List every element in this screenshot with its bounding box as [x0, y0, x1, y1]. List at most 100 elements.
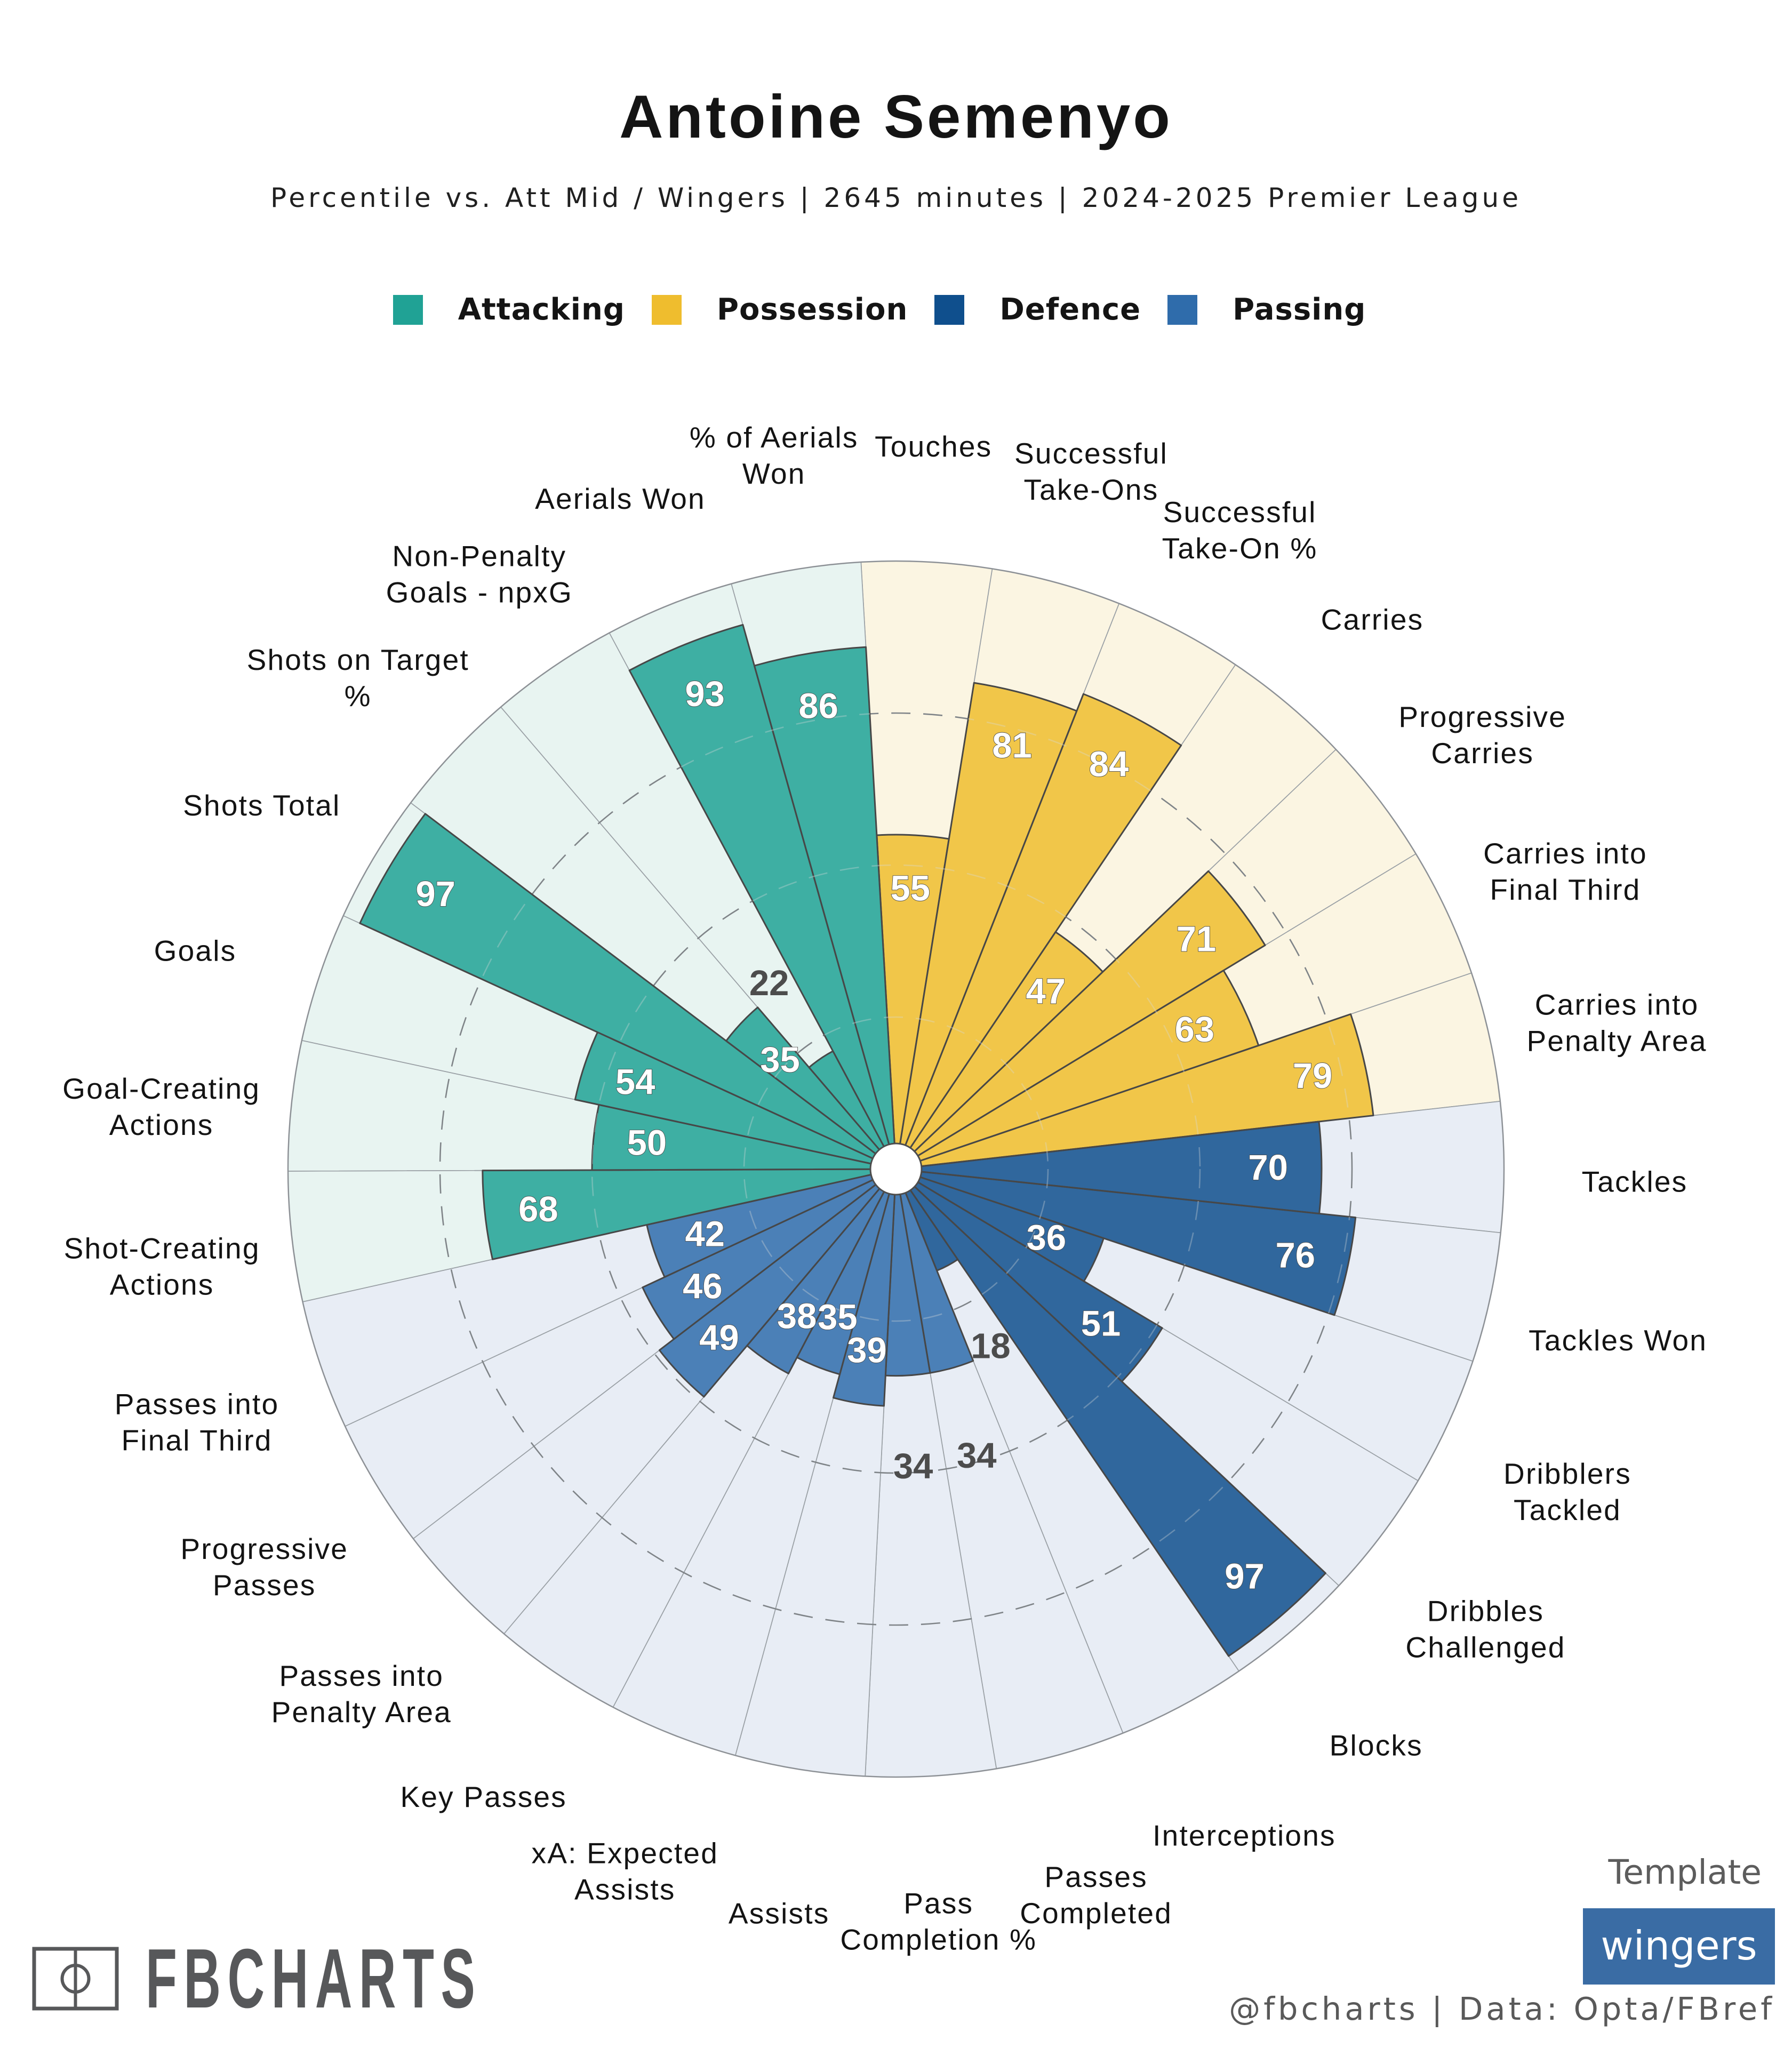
slice-value: 34 [893, 1446, 933, 1486]
slice-value: 46 [683, 1266, 723, 1306]
slice-label: Carries into Final Third [1483, 837, 1647, 906]
slice-value: 18 [971, 1326, 1011, 1366]
slice-value: 50 [627, 1123, 667, 1163]
slice-label: Carries [1321, 603, 1424, 636]
slice-value: 68 [518, 1189, 558, 1229]
legend-label-passing: Passing [1233, 292, 1366, 327]
brand-logo: FBCHARTS [32, 1932, 697, 2026]
slice-value: 63 [1175, 1010, 1215, 1050]
slice-value: 49 [699, 1318, 739, 1358]
passing-swatch [1167, 294, 1198, 325]
slice-value: 76 [1275, 1236, 1315, 1276]
brand-name: FBCHARTS [146, 1932, 482, 2026]
slice-value: 51 [1081, 1303, 1121, 1343]
page-subtitle: Percentile vs. Att Mid / Wingers | 2645 … [270, 182, 1522, 213]
slice-value: 47 [1026, 972, 1066, 1012]
slice-bar [628, 623, 897, 1170]
grid-ring-overlay [743, 1016, 1049, 1322]
legend-item-attacking: Attacking [393, 292, 625, 327]
legend-label-possession: Possession [716, 292, 908, 327]
possession-swatch [651, 294, 682, 325]
slice-value: 97 [415, 874, 455, 914]
slice-label: Shots Total [183, 789, 340, 822]
slice-value: 55 [890, 869, 930, 909]
slice-value: 34 [957, 1436, 997, 1476]
grid-ring [439, 712, 1353, 1626]
slice-bar [642, 1168, 897, 1340]
slice-label: Successful Take-Ons [1014, 437, 1168, 506]
slice-value: 84 [1089, 745, 1129, 785]
slice-label: Goal-Creating Actions [62, 1072, 260, 1141]
page-title: Antoine Semenyo [619, 83, 1173, 151]
pitch-icon [32, 1947, 119, 2011]
slice-label: % of Aerials Won [690, 421, 859, 490]
slice-value: 93 [685, 674, 725, 714]
slice-value: 54 [615, 1062, 655, 1102]
slice-value: 81 [992, 726, 1032, 766]
credit-line: @fbcharts | Data: Opta/FBref [1229, 1990, 1775, 2027]
slice-bar [753, 646, 897, 1170]
slice-value: 35 [818, 1297, 858, 1337]
slice-label: Tackles [1582, 1165, 1688, 1198]
slice-label: Blocks [1330, 1729, 1423, 1762]
slice-label: Progressive Passes [180, 1532, 348, 1602]
slice-value: 86 [798, 686, 838, 726]
slice-bar [658, 1168, 897, 1398]
slice-label: Passes into Final Third [115, 1388, 279, 1457]
slice-bar [895, 1013, 1374, 1170]
slice-label: xA: Expected Assists [532, 1836, 718, 1906]
slice-label: Passes Completed [1020, 1860, 1172, 1930]
slice-value: 79 [1293, 1056, 1333, 1096]
slice-value: 42 [685, 1214, 725, 1254]
center-hole [869, 1142, 923, 1196]
slice-label: Non-Penalty Goals - npxG [386, 539, 573, 609]
legend-item-possession: Possession [651, 292, 908, 327]
slice-bar [482, 1168, 897, 1260]
defence-swatch [934, 294, 965, 325]
slice-label: Passes into Penalty Area [271, 1659, 452, 1729]
slice-label: Interceptions [1153, 1819, 1336, 1852]
slice-label: Pass Completion % [840, 1887, 1037, 1956]
template-label: Template [1608, 1853, 1762, 1892]
legend: Attacking Possession Defence Passing [0, 292, 1775, 327]
slice-label: Touches [875, 430, 992, 463]
slice-label: Assists [729, 1897, 830, 1930]
slice-label: Progressive Carries [1398, 700, 1566, 770]
slice-value: 70 [1248, 1148, 1288, 1188]
slice-label: Dribblers Tackled [1503, 1457, 1631, 1526]
legend-label-attacking: Attacking [458, 292, 625, 327]
legend-item-passing: Passing [1167, 292, 1366, 327]
grid-ring-overlay [591, 864, 1201, 1474]
template-button[interactable]: wingers [1583, 1908, 1775, 1985]
slice-bar [359, 813, 897, 1170]
slice-label: Aerials Won [535, 482, 706, 515]
slice-label: Tackles Won [1529, 1324, 1707, 1357]
legend-item-defence: Defence [934, 292, 1141, 327]
slice-label: Dribbles Challenged [1405, 1594, 1565, 1663]
slice-label: Goals [154, 934, 237, 967]
slice-label: Key Passes [400, 1780, 566, 1813]
slice-value: 38 [777, 1297, 817, 1337]
slice-bar [725, 1006, 897, 1170]
slice-label: Carries into Penalty Area [1526, 988, 1707, 1058]
slice-label: Shots on Target% [247, 643, 469, 713]
outer-circle [287, 560, 1505, 1778]
slice-value: 97 [1225, 1557, 1265, 1597]
slice-bar [895, 870, 1266, 1170]
slice-value: 71 [1177, 919, 1217, 959]
slice-bar [895, 1168, 1326, 1657]
slice-label: Shot-Creating Actions [64, 1231, 260, 1301]
legend-label-defence: Defence [999, 292, 1141, 327]
slice-value: 39 [847, 1330, 887, 1370]
slice-bar [895, 1168, 1357, 1316]
slice-bars [359, 623, 1374, 1657]
slice-value: 36 [1027, 1218, 1067, 1258]
slice-value: 22 [749, 963, 789, 1003]
slice-label: Successful Take-On % [1162, 495, 1318, 565]
slice-bar [895, 693, 1182, 1170]
slice-value: 35 [760, 1040, 800, 1080]
attacking-swatch [393, 294, 423, 325]
